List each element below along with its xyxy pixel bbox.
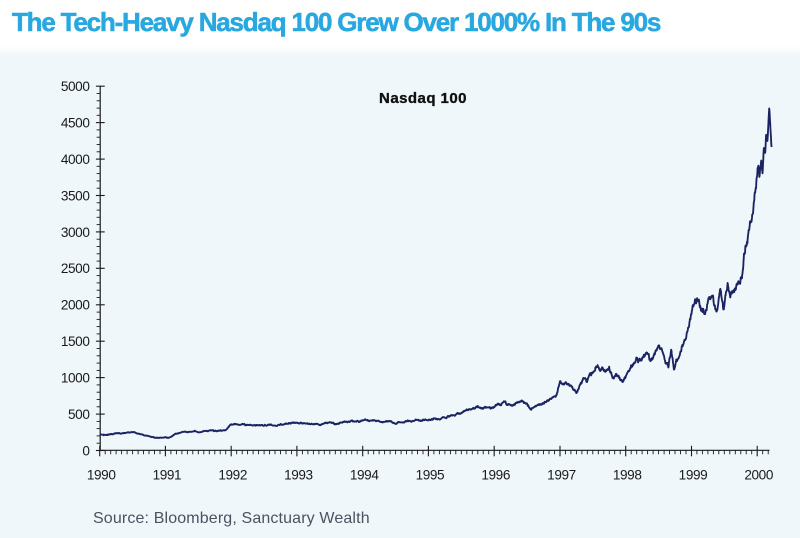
svg-text:1991: 1991 bbox=[153, 468, 182, 483]
svg-text:Nasdaq 100: Nasdaq 100 bbox=[379, 90, 467, 107]
svg-text:1990: 1990 bbox=[87, 468, 116, 483]
svg-text:3000: 3000 bbox=[61, 225, 90, 240]
svg-text:2500: 2500 bbox=[61, 261, 90, 276]
svg-text:1997: 1997 bbox=[547, 468, 576, 483]
svg-text:4000: 4000 bbox=[61, 152, 90, 167]
svg-text:1000: 1000 bbox=[61, 371, 90, 386]
svg-text:4500: 4500 bbox=[61, 116, 90, 131]
svg-text:1998: 1998 bbox=[613, 468, 642, 483]
svg-text:3500: 3500 bbox=[61, 188, 90, 203]
svg-text:2000: 2000 bbox=[744, 468, 773, 483]
svg-text:1994: 1994 bbox=[350, 468, 379, 483]
svg-text:500: 500 bbox=[68, 407, 90, 422]
svg-text:1993: 1993 bbox=[284, 468, 313, 483]
svg-text:2000: 2000 bbox=[61, 298, 90, 313]
svg-text:1996: 1996 bbox=[481, 468, 510, 483]
svg-text:1999: 1999 bbox=[679, 468, 708, 483]
svg-text:1992: 1992 bbox=[218, 468, 247, 483]
svg-text:5000: 5000 bbox=[61, 79, 90, 94]
svg-text:1500: 1500 bbox=[61, 334, 90, 349]
svg-text:1995: 1995 bbox=[416, 468, 445, 483]
svg-text:0: 0 bbox=[82, 443, 90, 458]
